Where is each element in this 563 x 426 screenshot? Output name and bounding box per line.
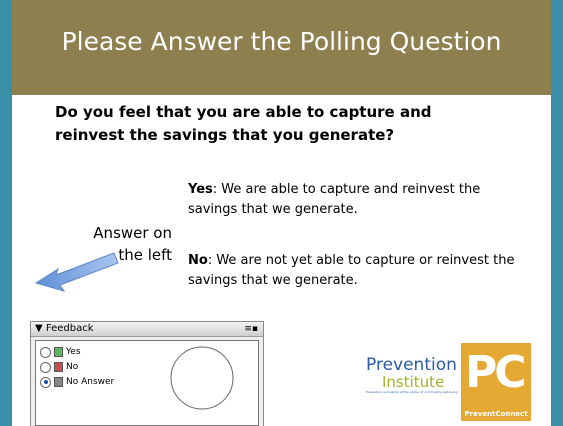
side-strip [551, 0, 563, 426]
option-label: No [188, 253, 208, 268]
option-yes: Yes: We are able to capture and reinvest… [188, 180, 528, 220]
side-strip [0, 0, 12, 426]
header-band [12, 0, 551, 95]
color-swatch [54, 362, 63, 372]
logo-text: PreventConnect [464, 410, 528, 418]
question: Do you feel that you are able to capture… [55, 103, 432, 144]
choice-label: No Answer [66, 377, 115, 387]
radio[interactable] [40, 346, 51, 358]
option-no: No: We are not yet able to capture or re… [188, 251, 518, 291]
panel-header: ▼ Feedback ≡▪ [31, 322, 263, 337]
arrow [34, 252, 119, 292]
choices: Yes No No Answer [40, 345, 114, 390]
choice-label: Yes [66, 347, 81, 357]
panel-menu-icon[interactable]: ≡▪ [244, 324, 258, 334]
panel-body: Yes No No Answer [35, 340, 259, 426]
choice-row[interactable]: No Answer [40, 375, 114, 389]
option-label: Yes [188, 182, 213, 197]
logo-text: Institute [382, 373, 445, 391]
option-text: : We are not yet able to capture or rein… [188, 253, 515, 288]
result-pie [170, 346, 234, 410]
radio[interactable] [40, 376, 51, 388]
choice-row[interactable]: Yes [40, 345, 114, 359]
color-swatch [54, 347, 63, 357]
feedback-panel: ▼ Feedback ≡▪ Yes No No Answer [30, 321, 264, 426]
panel-title: Feedback [45, 323, 94, 334]
color-swatch [54, 377, 63, 387]
logo-text: Prevention [366, 355, 457, 375]
logo-tagline: Prevention and equity at the center of c… [366, 390, 458, 394]
option-text: : We are able to capture and reinvest th… [188, 182, 481, 217]
radio-dot [43, 380, 48, 384]
slide-title: Please Answer the Polling Question [61, 27, 502, 56]
note-line: Answer on [93, 224, 172, 242]
note: Answer on the left [60, 222, 172, 266]
prevention-institute-logo: Prevention Institute Prevention and equi… [366, 356, 458, 402]
choice-row[interactable]: No [40, 360, 114, 374]
logo-text: PC [465, 347, 527, 398]
radio[interactable] [40, 361, 51, 373]
note-line: the left [118, 246, 172, 264]
pc-logo: PC PreventConnect [461, 343, 531, 421]
choice-label: No [66, 362, 79, 372]
